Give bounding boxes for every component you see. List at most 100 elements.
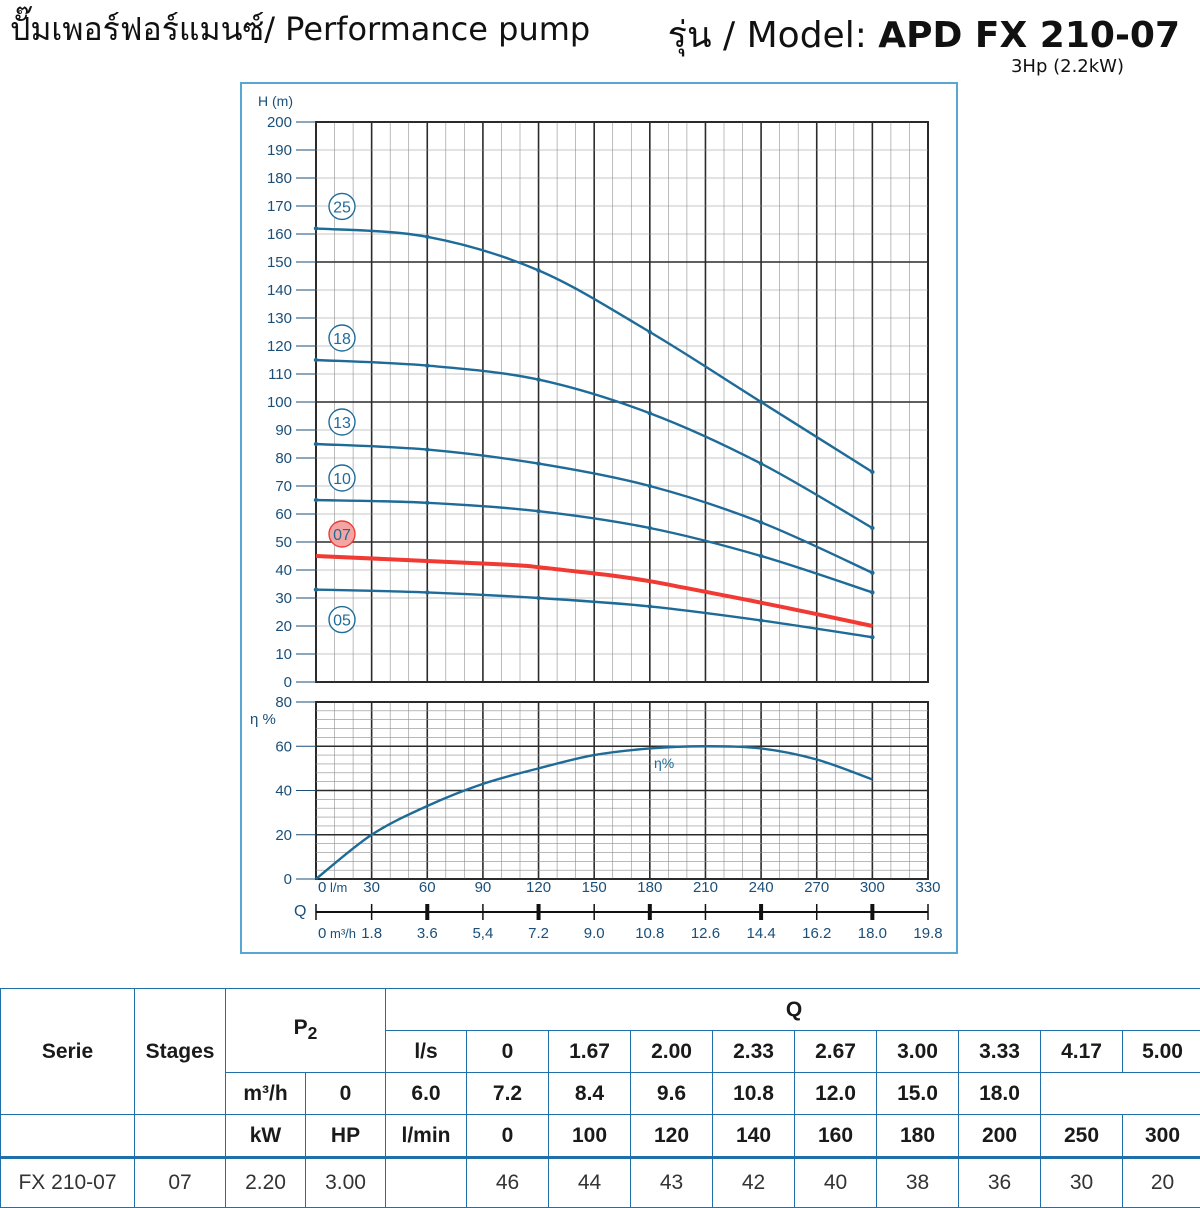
unit-hp-cell: HP [306,1115,386,1158]
curve-point [536,509,540,513]
row-stages: 07 [135,1158,226,1208]
header-p2-label: P [294,1016,308,1039]
curve-point [870,590,874,594]
q-m3h-tick-label: 19.8 [913,925,942,942]
header-q: Q [386,989,1200,1031]
q-lmin-tick-label: 60 [419,879,436,896]
q-lmin-tick-label: 0 [318,879,326,896]
row-head: 38 [877,1158,959,1208]
eff-tick-label: 60 [275,738,292,755]
curve-point [759,400,763,404]
curve-point [536,268,540,272]
eff-tick-label: 80 [275,694,292,711]
curve-point [870,526,874,530]
y-tick-label: 170 [267,198,292,215]
q-m3h-tick-label: 12.6 [691,925,720,942]
q-axis-label: Q [294,903,306,920]
stage-label: 13 [333,415,351,432]
q-lmin-tick-label: 300 [860,879,885,896]
ls-value: 2.00 [631,1031,713,1073]
ls-value: 0 [467,1031,549,1073]
ls-value: 1.67 [549,1031,631,1073]
curve-point [425,590,429,594]
q-m3h-tick-label: 10.8 [635,925,664,942]
y-tick-label: 150 [267,254,292,271]
m3h-value: 7.2 [467,1073,549,1115]
row-empty [386,1158,467,1208]
y-tick-label: 130 [267,310,292,327]
y-tick-label: 10 [275,646,292,663]
m3h-value: 10.8 [713,1073,795,1115]
page-title: ปั๊มเพอร์ฟอร์แมนซ์/ Performance pump [10,4,590,55]
row-head: 40 [795,1158,877,1208]
ls-value: 4.17 [1041,1031,1123,1073]
power-rating: 3Hp (2.2kW) [1011,56,1124,77]
y-tick-label: 50 [275,534,292,551]
y-tick-label: 180 [267,170,292,187]
lmin-value: 100 [549,1115,631,1158]
ls-value: 5.00 [1123,1031,1200,1073]
header-p2-sub: 2 [308,1024,318,1044]
row-head: 20 [1123,1158,1200,1208]
eff-tick-label: 40 [275,783,292,800]
curve-point [425,447,429,451]
curve-point [648,484,652,488]
serie-cont [1,1115,135,1158]
row-serie: FX 210-07 [1,1158,135,1208]
curve-point [314,442,318,446]
q-m3h-tick-label: 1.8 [361,925,382,942]
ls-value: 3.00 [877,1031,959,1073]
y-tick-label: 70 [275,478,292,495]
q-m3h-tick-label: 0 [318,925,326,942]
q-lmin-tick-label: 120 [526,879,551,896]
q-lmin-tick-label: 240 [749,879,774,896]
m3h-value: 18.0 [959,1073,1041,1115]
curve-point [536,377,540,381]
curve-point [425,501,429,505]
lmin-value: 200 [959,1115,1041,1158]
row-hp: 3.00 [306,1158,386,1208]
row-head: 30 [1041,1158,1123,1208]
q-lmin-tick-label: 330 [915,879,940,896]
performance-table: Serie Stages P2 Q l/s 0 1.67 2.00 2.33 2… [0,988,1200,1208]
stage-label: 10 [333,471,351,488]
row-head: 36 [959,1158,1041,1208]
row-head: 42 [713,1158,795,1208]
lmin-value: 0 [467,1115,549,1158]
curve-point [648,330,652,334]
y-tick-label: 100 [267,394,292,411]
q-lmin-unit: l/m [330,880,347,895]
curve-point [870,571,874,575]
table-header-lmin-row: kW HP l/min 0 100 120 140 160 180 200 25… [1,1115,1200,1158]
q-lmin-tick-label: 210 [693,879,718,896]
y-tick-label: 80 [275,450,292,467]
y-tick-label: 40 [275,562,292,579]
y-tick-label: 0 [284,674,292,691]
q-m3h-tick-label: 5,4 [472,925,493,942]
curve-point [536,461,540,465]
ls-value: 3.33 [959,1031,1041,1073]
curve-point [648,411,652,415]
y-tick-label: 110 [268,366,292,383]
unit-lmin: l/min [386,1115,467,1158]
curve-point [870,470,874,474]
curve-point [648,604,652,608]
table-row: FX 210-07 07 2.20 3.00 46 44 43 42 40 38… [1,1158,1200,1208]
pump-performance-chart: 0102030405060708090100110120130140150160… [240,82,958,954]
y-tick-label: 30 [275,590,292,607]
row-head: 46 [467,1158,549,1208]
curve-point [425,235,429,239]
m3h-value: 9.6 [631,1073,713,1115]
curve-point [648,526,652,530]
curve-point [425,363,429,367]
curve-point [870,635,874,639]
y-tick-label: 90 [275,422,292,439]
lmin-value: 250 [1041,1115,1123,1158]
row-head: 43 [631,1158,713,1208]
q-lmin-tick-label: 30 [363,879,380,896]
curve-point [759,520,763,524]
lmin-value: 120 [631,1115,713,1158]
q-lmin-tick-label: 90 [475,879,492,896]
model-name: APD FX 210-07 [878,15,1180,56]
eff-tick-label: 0 [284,871,292,888]
